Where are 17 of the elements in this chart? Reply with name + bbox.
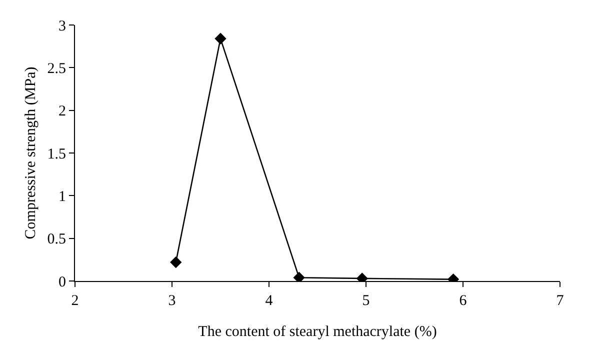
y-tick-label: 1.5	[47, 146, 66, 162]
x-tick-label: 5	[362, 293, 370, 309]
x-tick-label: 7	[556, 293, 564, 309]
x-axis-title: The content of stearyl methacrylate (%)	[198, 324, 437, 340]
y-tick-label: 2.5	[47, 60, 66, 77]
y-tick-label: 2	[58, 104, 66, 120]
y-tick-label: 1	[58, 188, 66, 205]
point	[170, 256, 182, 268]
y-tick-label: 0	[58, 274, 66, 290]
x-tick-label: 3	[168, 293, 176, 309]
y-tick-label: 0.5	[47, 232, 66, 248]
x-tick-label: 2	[71, 293, 79, 309]
x-tick-label: 4	[265, 293, 274, 309]
y-axis-title: Compressive strength (MPa)	[23, 66, 39, 240]
y-tick-label: 3	[58, 18, 66, 34]
point	[214, 32, 226, 44]
x-tick-label: 6	[459, 293, 468, 309]
